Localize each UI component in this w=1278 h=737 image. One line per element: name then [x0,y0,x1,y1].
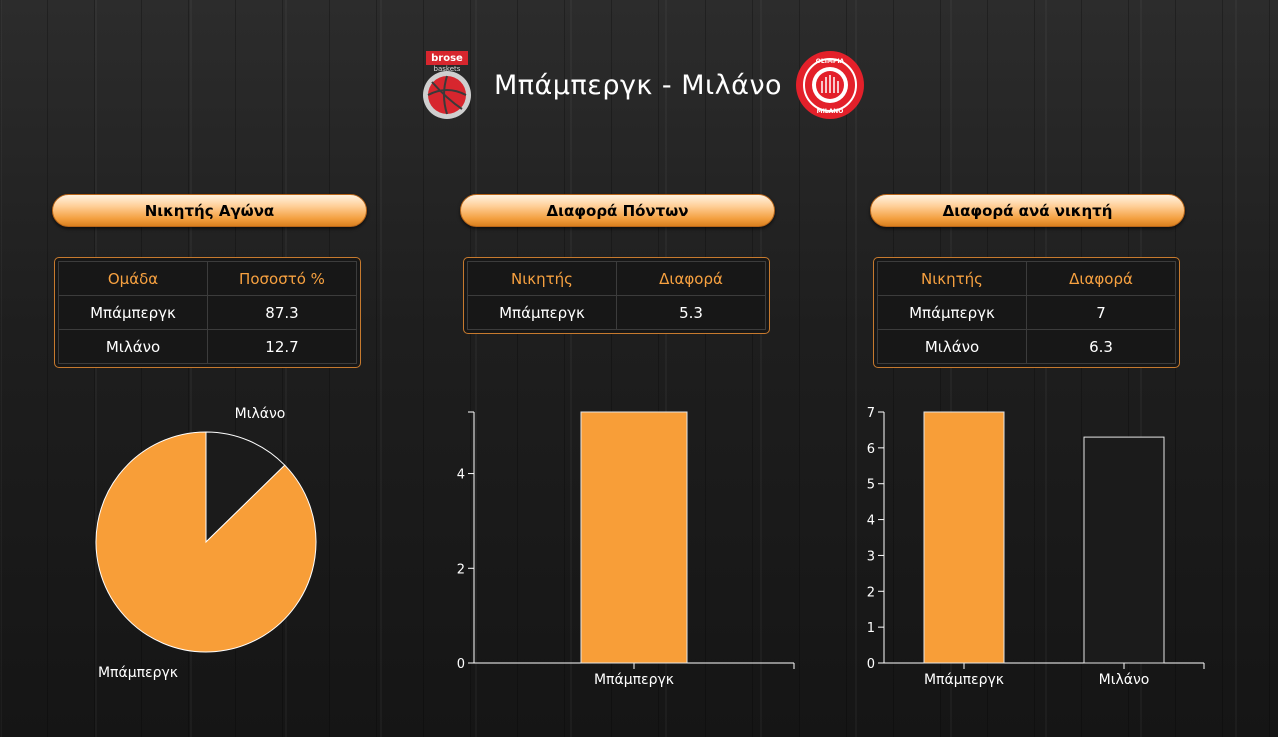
table-cell: 87.3 [207,295,357,330]
diff-per-winner-bar-chart: 0 1 2 3 4 5 6 7 Μπάμπεργκ Μιλάνο [867,406,1205,688]
table-row: Μιλάνο 12.7 [58,329,357,364]
y-tick-label: 4 [867,514,875,529]
pie-label: Μπάμπεργκ [98,665,178,681]
table-cell: 12.7 [207,329,357,364]
table-header: Διαφορά [1026,261,1176,296]
table-header: Ποσοστό % [207,261,357,296]
y-tick-label: 2 [867,585,875,600]
pie-slice [95,431,317,653]
table-cell: 7 [1026,295,1176,330]
table-row: Μιλάνο 6.3 [877,329,1176,364]
table-header: Ομάδα [58,261,208,296]
pie-label: Μιλάνο [235,406,286,422]
winner-pie-chart: Μπάμπεργκ Μιλάνο [95,406,317,681]
y-tick-label: 0 [457,657,465,672]
y-tick-label: 7 [867,406,875,421]
table-row: Μπάμπεργκ 87.3 [58,295,357,330]
table-row: Μπάμπεργκ 7 [877,295,1176,330]
svg-text:OLIMPIA: OLIMPIA [816,58,845,65]
panel-title-diff-per-winner: Διαφορά ανά νικητή [870,194,1185,227]
diff-per-winner-table: Νικητής Διαφορά Μπάμπεργκ 7 Μιλάνο 6.3 [873,257,1180,368]
bar [923,411,1005,664]
point-diff-table: Νικητής Διαφορά Μπάμπεργκ 5.3 [463,257,770,334]
page-header: brose baskets Μπάμπεργκ - Μιλάνο OLIMPIA… [0,45,1278,125]
page-title: Μπάμπεργκ - Μιλάνο [493,69,783,101]
table-cell: Μπάμπεργκ [877,295,1027,330]
y-tick-label: 3 [867,549,875,564]
table-header: Νικητής [467,261,617,296]
table-header: Νικητής [877,261,1027,296]
point-diff-bar-chart: 0 2 4 Μπάμπεργκ [457,411,795,688]
table-cell: Μπάμπεργκ [58,295,208,330]
y-tick-label: 5 [867,478,875,493]
y-tick-label: 4 [457,468,465,483]
y-tick-label: 0 [867,657,875,672]
table-cell: Μιλάνο [877,329,1027,364]
x-tick-label: Μιλάνο [1099,672,1150,688]
x-tick-label: Μπάμπεργκ [924,672,1004,688]
home-logo-text: brose [431,53,463,64]
y-tick-label: 1 [867,621,875,636]
table-cell: Μιλάνο [58,329,208,364]
winner-table: Ομάδα Ποσοστό % Μπάμπεργκ 87.3 Μιλάνο 12… [54,257,361,368]
table-header: Διαφορά [616,261,766,296]
table-cell: 5.3 [616,295,766,330]
table-row: Μπάμπεργκ 5.3 [467,295,766,330]
table-cell: Μπάμπεργκ [467,295,617,330]
brose-baskets-logo: brose baskets [422,51,471,119]
svg-text:baskets: baskets [433,65,460,73]
panel-title-winner: Νικητής Αγώνα [52,194,367,227]
x-tick-label: Μπάμπεργκ [594,672,674,688]
y-tick-label: 6 [867,442,875,457]
table-cell: 6.3 [1026,329,1176,364]
pie-slice [205,431,286,544]
svg-text:MILANO: MILANO [817,108,844,115]
panel-title-point-diff: Διαφορά Πόντων [460,194,775,227]
bar [1083,436,1165,664]
olimpia-milano-logo: OLIMPIA MILANO [796,51,865,119]
bar [580,411,688,664]
y-tick-label: 2 [457,562,465,577]
